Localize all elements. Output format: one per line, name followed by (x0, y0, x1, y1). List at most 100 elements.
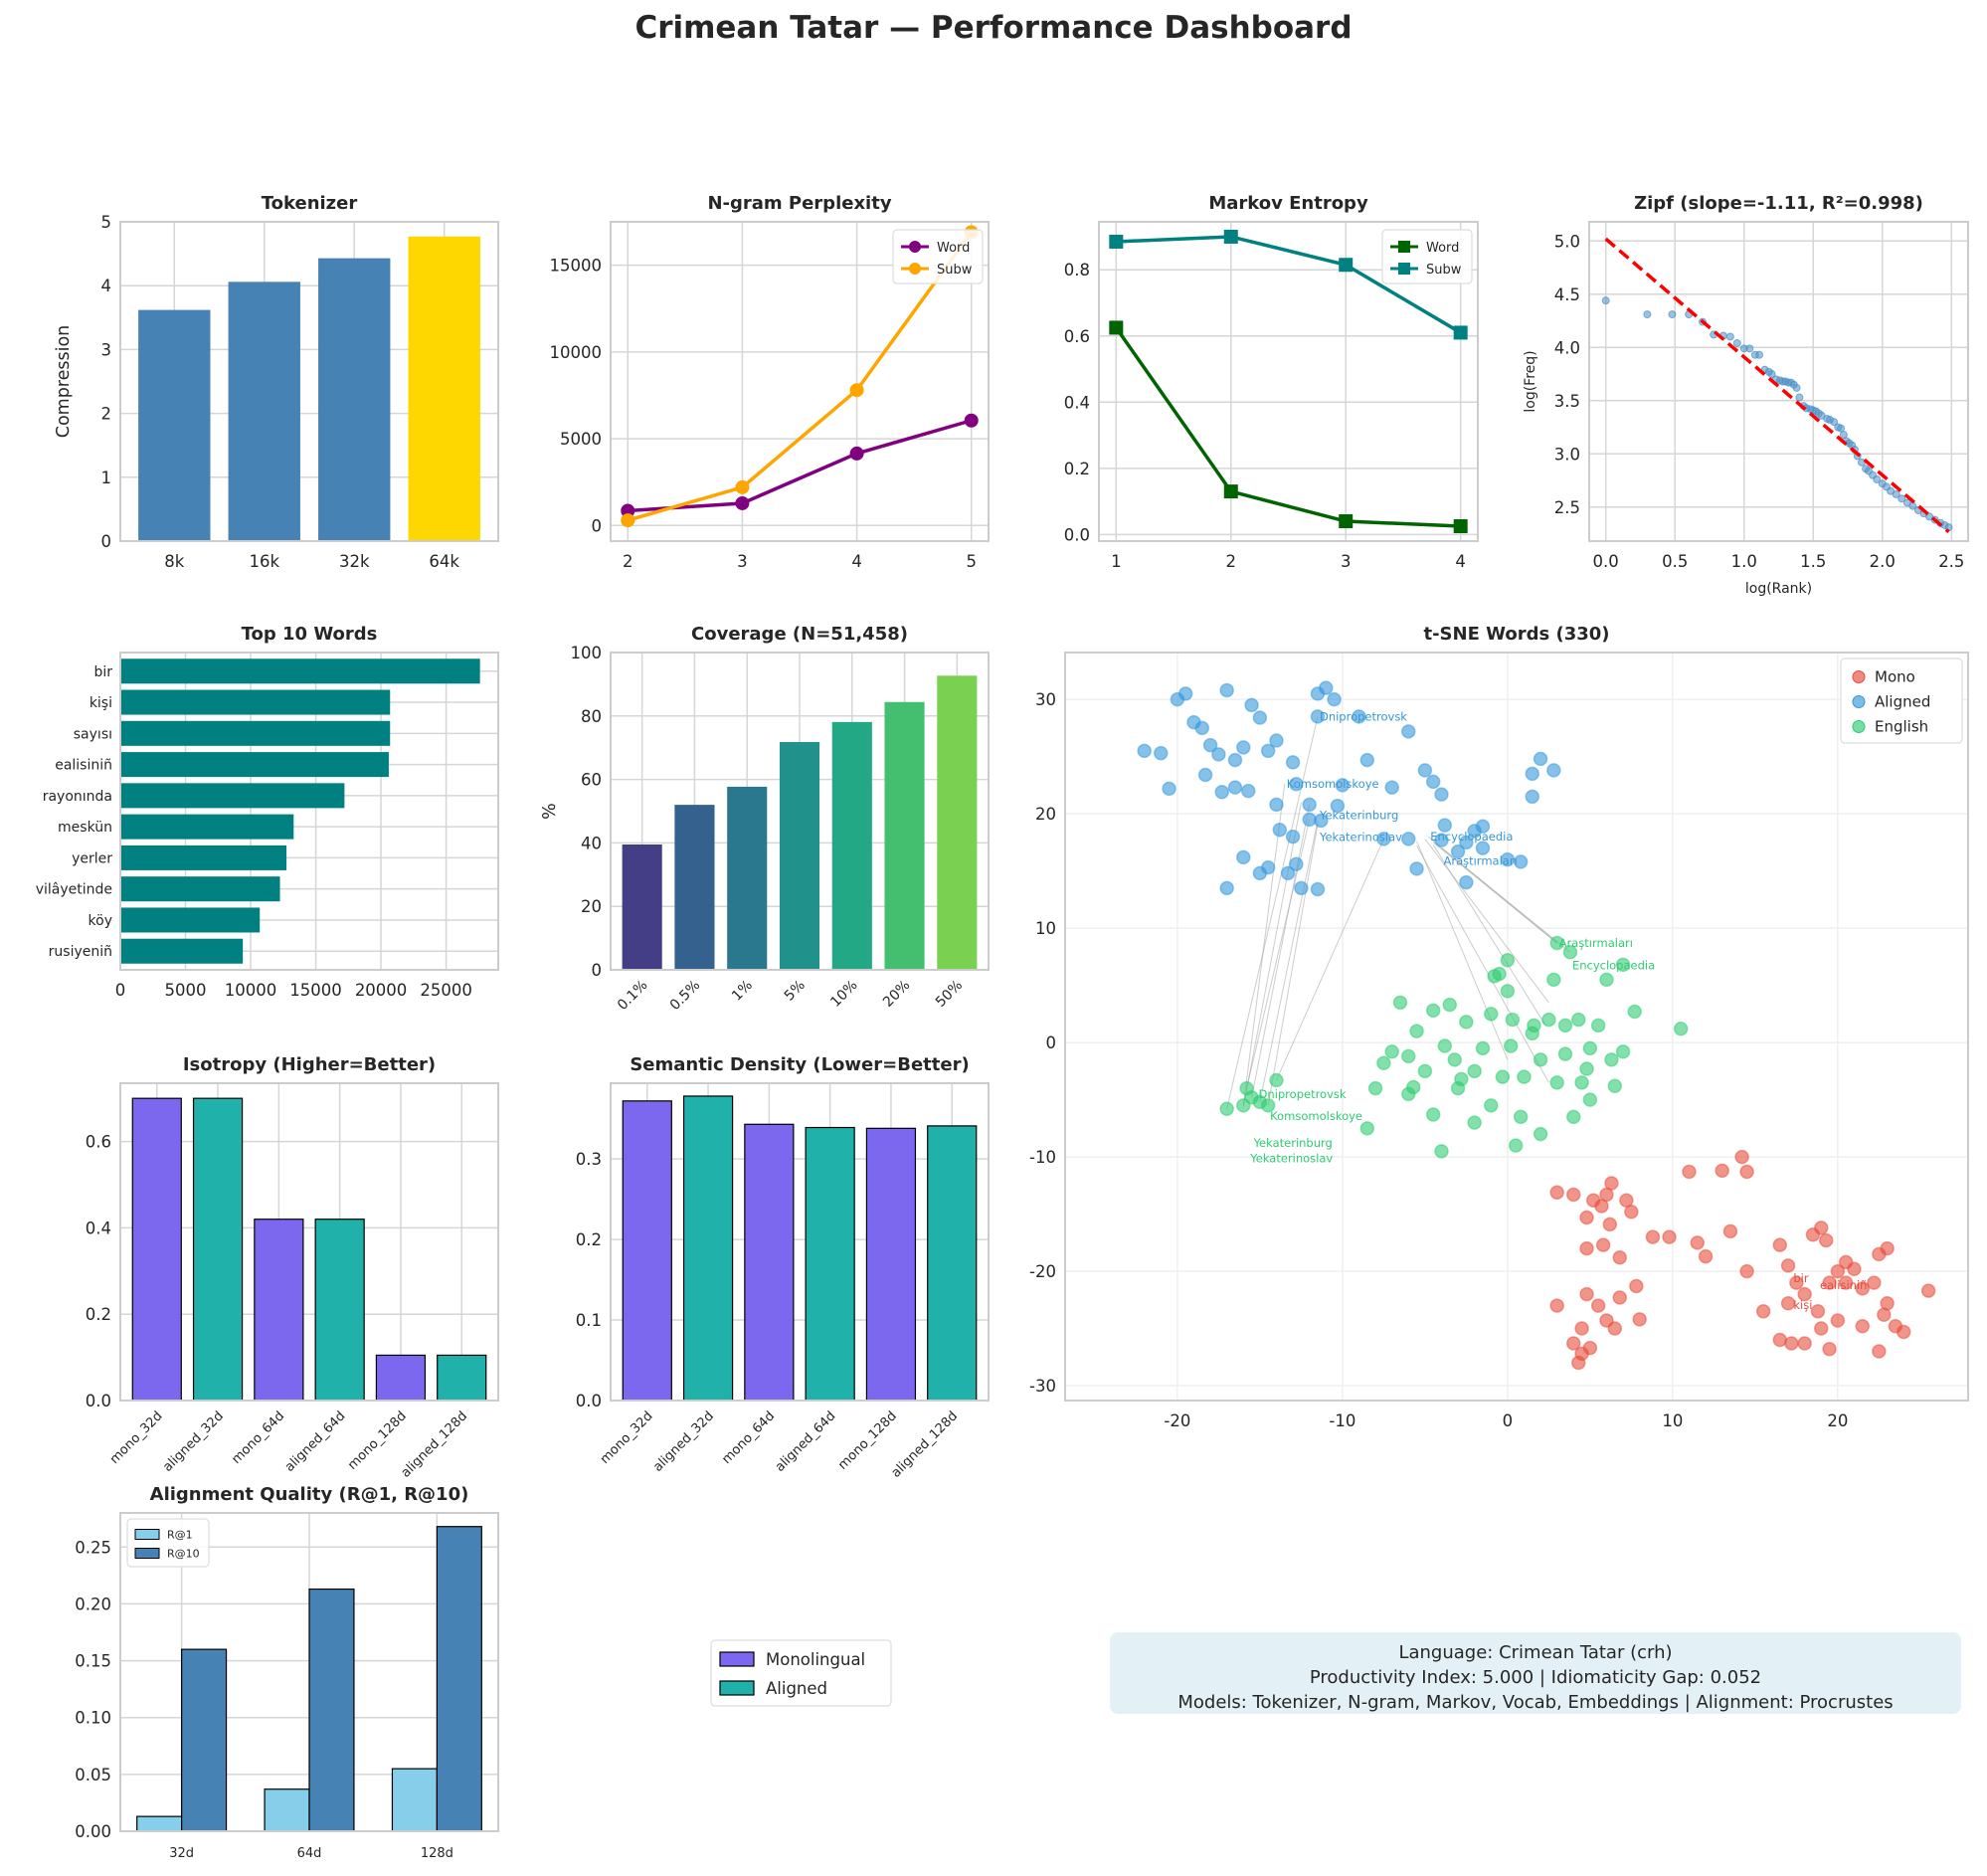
legend-item: Subw (1390, 263, 1462, 278)
data-point (1839, 431, 1848, 439)
data-point (1533, 1052, 1548, 1067)
data-point (1154, 745, 1169, 761)
legend-label: R@10 (167, 1548, 200, 1561)
x-tick-label: 4 (851, 552, 862, 571)
legend-item: Mono (1852, 668, 1915, 686)
y-tick-label: 0 (101, 532, 112, 551)
data-point (1219, 880, 1234, 896)
data-point (1194, 720, 1210, 736)
data-point (1780, 1296, 1796, 1311)
bar-16k (228, 281, 300, 541)
data-point (1579, 1210, 1594, 1225)
legend-marker (1398, 241, 1410, 253)
marks (621, 225, 979, 528)
data-point (1562, 945, 1578, 960)
bar-R@1-64d (264, 1788, 310, 1832)
y-axis-label: Compression (54, 325, 74, 439)
data-point (1227, 780, 1243, 795)
marks (1109, 229, 1468, 534)
shared-legend: Monolingual Aligned (710, 1639, 892, 1707)
y-tick-label: 0.6 (1064, 327, 1090, 346)
data-point (1525, 766, 1540, 782)
y-axis-label: % (540, 803, 560, 820)
legend-label: Word (1426, 241, 1459, 256)
data-point (735, 479, 750, 494)
legend-frame (1840, 657, 1963, 744)
data-point (1734, 1149, 1749, 1165)
axes-frame (119, 1512, 499, 1832)
legend-swatch (719, 1680, 755, 1696)
data-point (1533, 751, 1548, 767)
legend-item-aligned: Aligned (719, 1679, 827, 1698)
y-tick-label: 0.15 (75, 1652, 111, 1671)
data-point (1310, 881, 1326, 897)
bar-mono_32d (131, 1097, 182, 1402)
legend: Word Subw (892, 229, 984, 284)
data-point (1513, 1109, 1529, 1125)
y-tick-label: 0.00 (75, 1822, 111, 1841)
legend-marker (1398, 263, 1410, 275)
legend-item: Aligned (1852, 693, 1930, 711)
data-point (1236, 740, 1251, 755)
marks (622, 675, 978, 970)
data-point (1319, 680, 1334, 695)
data-point (1500, 953, 1516, 968)
marks (1601, 237, 1953, 534)
data-point (1401, 724, 1416, 739)
legend-label: Subw (937, 263, 973, 278)
data-point (1780, 1258, 1796, 1273)
legend: Mono Aligned English (1840, 657, 1963, 744)
data-point (1359, 1121, 1375, 1136)
data-point (1814, 1220, 1829, 1235)
data-point (1546, 763, 1561, 778)
data-point (1632, 1312, 1647, 1327)
data-point (1880, 1240, 1895, 1256)
data-point (1459, 874, 1474, 890)
data-point (1533, 1126, 1548, 1142)
data-point (1557, 1018, 1573, 1033)
data-point (1732, 338, 1741, 347)
y-tick-label: 0.0 (1064, 525, 1090, 544)
data-point (1549, 1185, 1564, 1200)
data-point (1698, 1248, 1714, 1264)
data-point (1566, 1109, 1581, 1125)
data-point (1302, 797, 1317, 813)
chart-coverage: 0.1% 0.5% 1% 5% 10% 20% 50%020406080100Coverag… (540, 624, 990, 1014)
data-point (1260, 743, 1276, 759)
data-point (1434, 833, 1449, 847)
data-point (1602, 1217, 1618, 1232)
data-point (1425, 1003, 1441, 1019)
data-point (1830, 1263, 1846, 1279)
data-point (1503, 1038, 1519, 1053)
data-point (1574, 1075, 1589, 1090)
point-annotation: Araştırmaları (1443, 854, 1517, 868)
data-point (1579, 1286, 1594, 1302)
data-point (1453, 519, 1468, 534)
data-point (1579, 1061, 1594, 1076)
y-tick-label: meskün (58, 820, 112, 836)
legend-label: Monolingual (766, 1650, 865, 1669)
alignment-link (1242, 802, 1302, 1107)
data-point (1557, 1046, 1573, 1061)
axes-frame (1588, 221, 1969, 542)
data-point (1838, 1254, 1854, 1270)
legend-label: Mono (1875, 668, 1915, 686)
data-point (1384, 780, 1399, 795)
data-point (1280, 865, 1296, 881)
data-point (1376, 832, 1391, 846)
info-box-background (1110, 1632, 1961, 1714)
data-point (1582, 1092, 1598, 1107)
x-tick-label: 16k (249, 552, 279, 571)
y-tick-label: 4.0 (1554, 338, 1580, 357)
data-point (1722, 1223, 1738, 1239)
point-annotation: Dnipropetrovsk (1259, 1087, 1347, 1101)
series-r-at-10 (181, 1526, 482, 1832)
y-tick-label: 0.1 (576, 1311, 602, 1330)
data-point (1434, 787, 1449, 802)
y-tick-label: 2 (101, 405, 112, 424)
data-point (1244, 697, 1259, 713)
data-point (1434, 1144, 1449, 1159)
alignment-link (1267, 824, 1319, 1106)
data-point (1822, 1275, 1837, 1290)
marks (120, 658, 498, 964)
